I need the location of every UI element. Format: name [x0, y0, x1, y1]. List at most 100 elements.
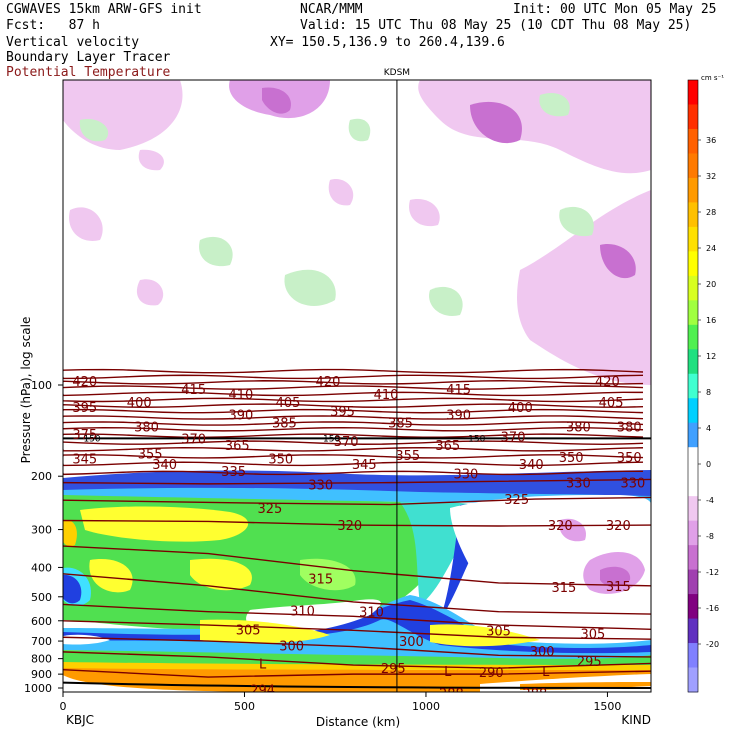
shading-region: [348, 118, 371, 142]
contour-label: 365: [435, 439, 460, 454]
theta-contour: [63, 461, 644, 467]
field-boundary-layer-tracer: Boundary Layer Tracer: [6, 50, 171, 65]
contour-label: 305: [236, 623, 261, 638]
right-station-label: KIND: [621, 713, 651, 727]
y-tick-label: 100: [31, 379, 52, 392]
model-title: CGWAVES 15km ARW-GFS init: [6, 2, 202, 17]
contour-label: 305: [486, 624, 511, 639]
contour-label: 315: [551, 581, 576, 596]
y-axis-label: Pressure (hPa), log scale: [19, 317, 33, 464]
y-tick-label: 1000: [24, 682, 52, 695]
init-time: Init: 00 UTC Mon 05 May 25: [513, 2, 717, 17]
contour-label: 385: [388, 417, 413, 432]
shading-region: [138, 149, 164, 171]
theta-contour: [63, 651, 651, 669]
shading-region: [559, 518, 586, 542]
contour-label: 335: [221, 465, 246, 480]
terrain-line: [63, 681, 651, 689]
theta-contour: [63, 440, 644, 445]
shading-region: [600, 244, 636, 279]
shading-region: [284, 269, 336, 306]
valid-time: Valid: 15 UTC Thu 08 May 25 (10 CDT Thu …: [300, 18, 692, 33]
theta-contour: [63, 403, 644, 408]
shading-region: [418, 80, 651, 174]
colorbar-swatch: [688, 349, 698, 375]
shading-region: [199, 236, 233, 267]
contour-label: 385: [272, 417, 297, 432]
contour-label: 350: [268, 453, 293, 468]
contour-label: 340: [519, 458, 544, 473]
contour-label: 320: [606, 519, 631, 534]
contour-label: 325: [504, 493, 529, 508]
theta-contour: [63, 426, 644, 432]
contour-label: 380: [617, 420, 642, 435]
contour-label: 370: [181, 432, 206, 447]
contour-label: 420: [595, 375, 620, 390]
theta-contour: [63, 385, 644, 390]
colorbar-swatch: [688, 251, 698, 277]
contour-label: 150: [83, 435, 100, 445]
colorbar-frame: [687, 79, 699, 693]
contour-label: 350: [559, 451, 584, 466]
contour-label: 395: [72, 401, 97, 416]
theta-contour: [63, 415, 644, 420]
contour-label: 330: [308, 478, 333, 493]
contour-label: 410: [374, 388, 399, 403]
contour-label: 290: [479, 666, 504, 681]
contour-label: 415: [181, 383, 206, 398]
contour-label: 325: [257, 502, 282, 517]
contour-label: 380: [134, 420, 159, 435]
theta-contour: [63, 470, 644, 476]
contour-label: L: [444, 665, 452, 680]
colorbar-swatch: [688, 545, 698, 571]
contour-label: 300: [399, 635, 424, 650]
shading-region: [450, 495, 651, 641]
theta-contour: [63, 620, 651, 640]
contour-label: 350: [617, 451, 642, 466]
contour-label: 410: [228, 388, 253, 403]
theta-contour: [63, 519, 651, 527]
shading-region: [600, 566, 631, 587]
colorbar-swatch: [688, 496, 698, 522]
contour-label: 390: [228, 408, 253, 423]
colorbar-swatch: [688, 569, 698, 595]
colorbar-swatch: [688, 667, 698, 693]
shading-region: [63, 675, 300, 692]
colorbar-label: 8: [706, 388, 711, 397]
contour-label: 380: [566, 420, 591, 435]
colorbar-label: 4: [706, 424, 711, 433]
shading-region: [328, 179, 354, 206]
colorbar-swatch: [688, 422, 698, 448]
contour-label: 300: [279, 640, 304, 655]
shading-region: [559, 206, 594, 237]
colorbar-swatch: [688, 128, 698, 154]
theta-contour: [63, 374, 644, 380]
contour-label: 330: [453, 468, 478, 483]
colorbar-swatch: [688, 520, 698, 546]
x-tick-label: 500: [234, 700, 255, 713]
field-vertical-velocity: Vertical velocity: [6, 35, 140, 50]
colorbar-label: -12: [706, 568, 719, 577]
colorbar-swatch: [688, 471, 698, 497]
shading-region: [79, 119, 109, 142]
contour-label: 405: [276, 396, 301, 411]
colorbar-swatch: [688, 643, 698, 669]
colorbar-label: -4: [706, 496, 714, 505]
shading-region: [409, 199, 440, 227]
contour-label: 288: [439, 687, 464, 702]
shading-region: [63, 80, 183, 150]
theta-contour: [63, 433, 644, 438]
colorbar-label: -20: [706, 640, 719, 649]
contour-label: 415: [446, 383, 471, 398]
colorbar-swatch: [688, 80, 698, 105]
colorbar-swatch: [688, 618, 698, 644]
shading-region: [63, 574, 82, 604]
theta-contour: [63, 368, 644, 374]
x-tick-label: 0: [60, 700, 67, 713]
field-potential-temperature: Potential Temperature: [6, 65, 171, 80]
y-tick-label: 300: [31, 524, 52, 537]
x-tick-label: 1000: [412, 700, 440, 713]
y-tick-label: 600: [31, 615, 52, 628]
x-tick-label: 1500: [593, 700, 621, 713]
colorbar-swatch: [688, 202, 698, 228]
